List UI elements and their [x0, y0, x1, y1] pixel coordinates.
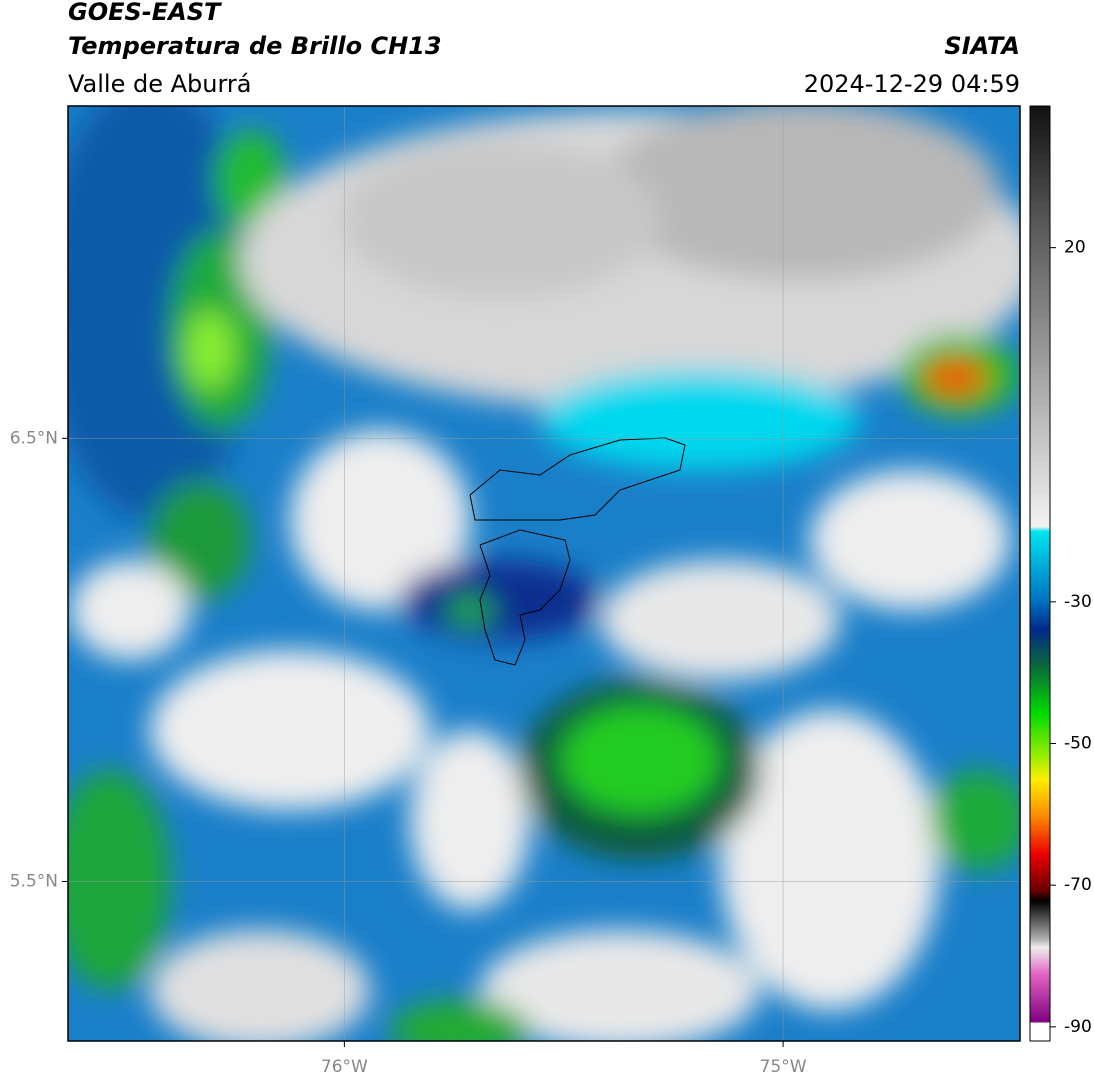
- colorbar-ticks: 20 -30 -50 -70 -90: [1050, 238, 1092, 1037]
- y-tick-label: 5.5°N: [10, 871, 58, 891]
- subtitle: Temperatura de Brillo CH13: [68, 32, 442, 60]
- colorbar-tick-label: -30: [1064, 592, 1092, 612]
- grid: [68, 106, 1020, 1041]
- colorbar-tick-label: 20: [1064, 238, 1086, 258]
- timestamp: 2024-12-29 04:59: [804, 70, 1020, 98]
- colorbar: [1029, 105, 1051, 1042]
- y-tick-label: 6.5°N: [10, 428, 58, 448]
- map-frame: [67, 105, 1021, 1042]
- x-tick-label: 75°W: [760, 1057, 807, 1077]
- colorbar-tick-label: -70: [1064, 875, 1092, 895]
- title: GOES-EAST: [68, 0, 222, 26]
- colorbar-tick-label: -90: [1064, 1017, 1092, 1037]
- source: SIATA: [944, 32, 1020, 60]
- colorbar-tick-label: -50: [1064, 734, 1092, 754]
- satellite-image: [68, 106, 1020, 1041]
- region: Valle de Aburrá: [68, 70, 252, 98]
- x-tick-label: 76°W: [321, 1057, 368, 1077]
